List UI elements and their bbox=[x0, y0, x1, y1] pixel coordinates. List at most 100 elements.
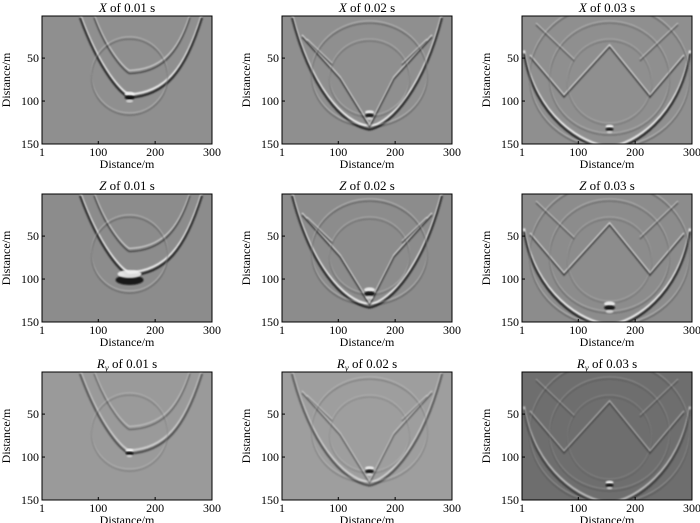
y-axis-label: Distance/m bbox=[479, 52, 493, 107]
y-tick-label: 150 bbox=[501, 315, 519, 329]
panel-time-label: of 0.02 s bbox=[346, 178, 394, 193]
scatter-ring bbox=[126, 454, 133, 458]
x-tick-label: 100 bbox=[569, 323, 587, 337]
wavefront-dark bbox=[522, 409, 692, 500]
scatter-dark bbox=[605, 483, 614, 487]
wavefront-bright bbox=[306, 394, 333, 420]
y-tick-label: 100 bbox=[261, 272, 279, 286]
x-tick-label: 1 bbox=[39, 501, 45, 515]
y-tick-label: 50 bbox=[507, 229, 519, 243]
wavefront-dark bbox=[329, 396, 411, 474]
x-axis-label: Distance/m bbox=[100, 157, 155, 171]
x-tick-label: 100 bbox=[329, 145, 347, 159]
scatter-dark bbox=[124, 95, 135, 100]
wavefield-features bbox=[522, 194, 692, 322]
x-tick-label: 200 bbox=[626, 501, 644, 515]
panel-frame bbox=[521, 15, 693, 145]
y-tick-label: 150 bbox=[501, 493, 519, 507]
x-axis-label: Distance/m bbox=[580, 513, 635, 523]
y-tick-label: 150 bbox=[21, 137, 39, 151]
panel-frame bbox=[281, 371, 453, 501]
wavefront-dark bbox=[639, 202, 679, 240]
panel-time-label: of 0.01 s bbox=[106, 178, 154, 193]
wavefront-dark bbox=[329, 218, 411, 296]
scatter-bright bbox=[125, 448, 134, 453]
x-tick-label: 1 bbox=[519, 145, 525, 159]
wavefront-bright bbox=[639, 22, 679, 60]
wavefront-bright bbox=[401, 38, 428, 64]
panel-2: X of 0.02 s 1 100 200 300 50 100 150 Distance/m D… bbox=[239, 0, 461, 171]
x-axis-label: Distance/m bbox=[340, 157, 395, 171]
wavefront-bright bbox=[639, 378, 679, 416]
panel-time-label: of 0.02 s bbox=[349, 356, 397, 371]
wavefront-dark bbox=[567, 396, 652, 482]
wavefront-dark bbox=[529, 372, 691, 500]
wavefield-features bbox=[522, 372, 692, 500]
wavefield-image-r bbox=[42, 372, 212, 500]
x-tick-label: 100 bbox=[329, 323, 347, 337]
x-tick-label: 1 bbox=[519, 501, 525, 515]
wavefront-bright bbox=[401, 216, 428, 242]
x-tick-label: 100 bbox=[329, 501, 347, 515]
wavefield-features bbox=[78, 16, 204, 116]
panel-component: R bbox=[336, 356, 345, 371]
y-axis-label: Distance/m bbox=[0, 230, 13, 285]
panel-time-label: of 0.03 s bbox=[587, 0, 635, 15]
scatter-bright bbox=[365, 466, 375, 471]
y-axis-label: Distance/m bbox=[479, 230, 493, 285]
panel-title: Ry of 0.02 s bbox=[336, 356, 397, 373]
y-tick-label: 100 bbox=[261, 94, 279, 108]
wavefront-dark bbox=[91, 394, 169, 472]
y-axis-label: Distance/m bbox=[0, 52, 13, 107]
x-tick-label: 100 bbox=[89, 501, 107, 515]
wavefront-dark bbox=[567, 40, 652, 126]
x-tick-label: 300 bbox=[443, 501, 461, 515]
panel-time-label: of 0.03 s bbox=[589, 356, 637, 371]
y-tick-label: 50 bbox=[267, 407, 279, 421]
wavefront-bright bbox=[529, 43, 685, 96]
panel-frame bbox=[41, 371, 213, 501]
scatter-dark bbox=[364, 291, 376, 297]
wavefront-dark bbox=[91, 216, 169, 294]
panel-title: X of 0.02 s bbox=[338, 0, 395, 15]
x-tick-label: 200 bbox=[626, 323, 644, 337]
y-tick-label: 50 bbox=[267, 229, 279, 243]
x-tick-label: 300 bbox=[203, 323, 221, 337]
x-axis-label: Distance/m bbox=[100, 513, 155, 523]
wavefront-dark bbox=[535, 380, 575, 418]
x-axis-label: Distance/m bbox=[580, 157, 635, 171]
y-axis-label: Distance/m bbox=[0, 408, 13, 463]
wavefront-dark bbox=[306, 218, 333, 244]
wavefront-dark bbox=[311, 378, 429, 484]
panel-frame bbox=[521, 371, 693, 501]
panel-title: Z of 0.03 s bbox=[579, 178, 635, 193]
y-tick-label: 100 bbox=[501, 272, 519, 286]
wavefront-dark bbox=[535, 202, 575, 240]
x-tick-label: 1 bbox=[279, 145, 285, 159]
y-tick-label: 50 bbox=[27, 407, 39, 421]
panel-component: Z bbox=[579, 178, 587, 193]
wavefront-dark bbox=[529, 16, 691, 144]
scatter-ring bbox=[366, 117, 373, 120]
panel-component-subscript: y bbox=[584, 363, 589, 373]
wavefront-bright bbox=[529, 221, 685, 274]
panel-frame bbox=[521, 193, 693, 323]
wavefront-dark bbox=[311, 200, 429, 306]
y-tick-label: 50 bbox=[507, 51, 519, 65]
panel-component: X bbox=[578, 0, 588, 15]
wavefront-dark bbox=[549, 22, 671, 136]
panel-frame bbox=[281, 193, 453, 323]
y-tick-label: 100 bbox=[501, 94, 519, 108]
scatter-dark bbox=[604, 305, 616, 311]
wavefront-dark bbox=[529, 46, 685, 99]
y-axis-label: Distance/m bbox=[239, 230, 253, 285]
x-tick-label: 100 bbox=[89, 323, 107, 337]
y-tick-label: 150 bbox=[501, 137, 519, 151]
y-tick-label: 150 bbox=[261, 315, 279, 329]
panel-component: X bbox=[98, 0, 108, 15]
panel-title: X of 0.01 s bbox=[98, 0, 155, 15]
panel-component: Z bbox=[339, 178, 347, 193]
wavefront-dark bbox=[522, 53, 692, 144]
wavefield-features bbox=[290, 372, 444, 487]
